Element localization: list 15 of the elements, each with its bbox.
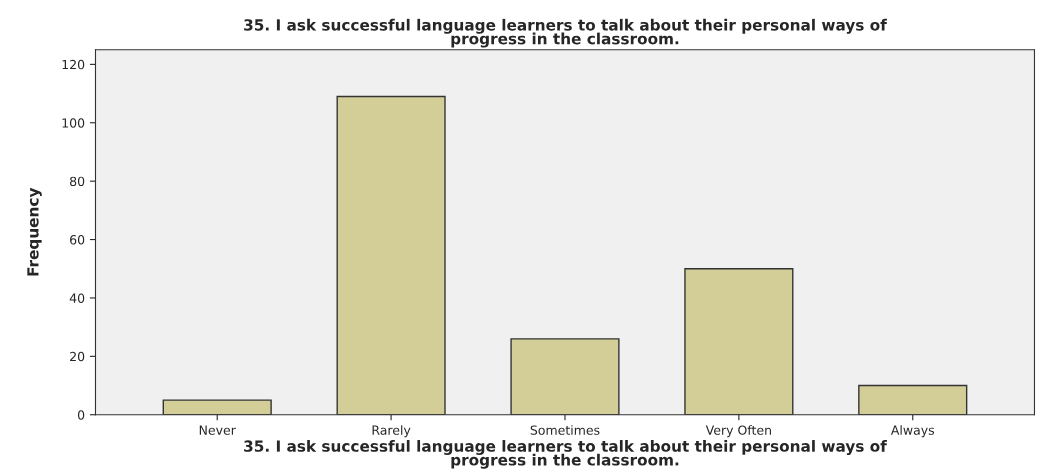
x-axis-title: 35. I ask successful language learners to talk about their personal ways of progress in the classroom. bbox=[244, 440, 887, 469]
y-axis-title: Frequency bbox=[27, 187, 42, 276]
y-tick-label: 100 bbox=[62, 118, 85, 128]
chart-title: 35. I ask successful language learners to talk about their personal ways of progress in the classroom. bbox=[244, 18, 887, 48]
y-tick-label: 40 bbox=[69, 293, 85, 303]
y-tick-label: 80 bbox=[70, 176, 85, 187]
x-tick-label: Never bbox=[199, 425, 236, 435]
y-tick-label: 20 bbox=[70, 351, 85, 362]
x-tick-label: Very Often bbox=[705, 425, 771, 438]
y-tick-label: 60 bbox=[70, 235, 85, 245]
x-tick-label: Sometimes bbox=[530, 425, 600, 435]
x-tick-label: Rarely bbox=[372, 425, 411, 438]
y-tick-label: 0 bbox=[77, 410, 85, 420]
x-tick-label: Always bbox=[890, 425, 935, 438]
y-tick-label: 120 bbox=[62, 59, 85, 70]
